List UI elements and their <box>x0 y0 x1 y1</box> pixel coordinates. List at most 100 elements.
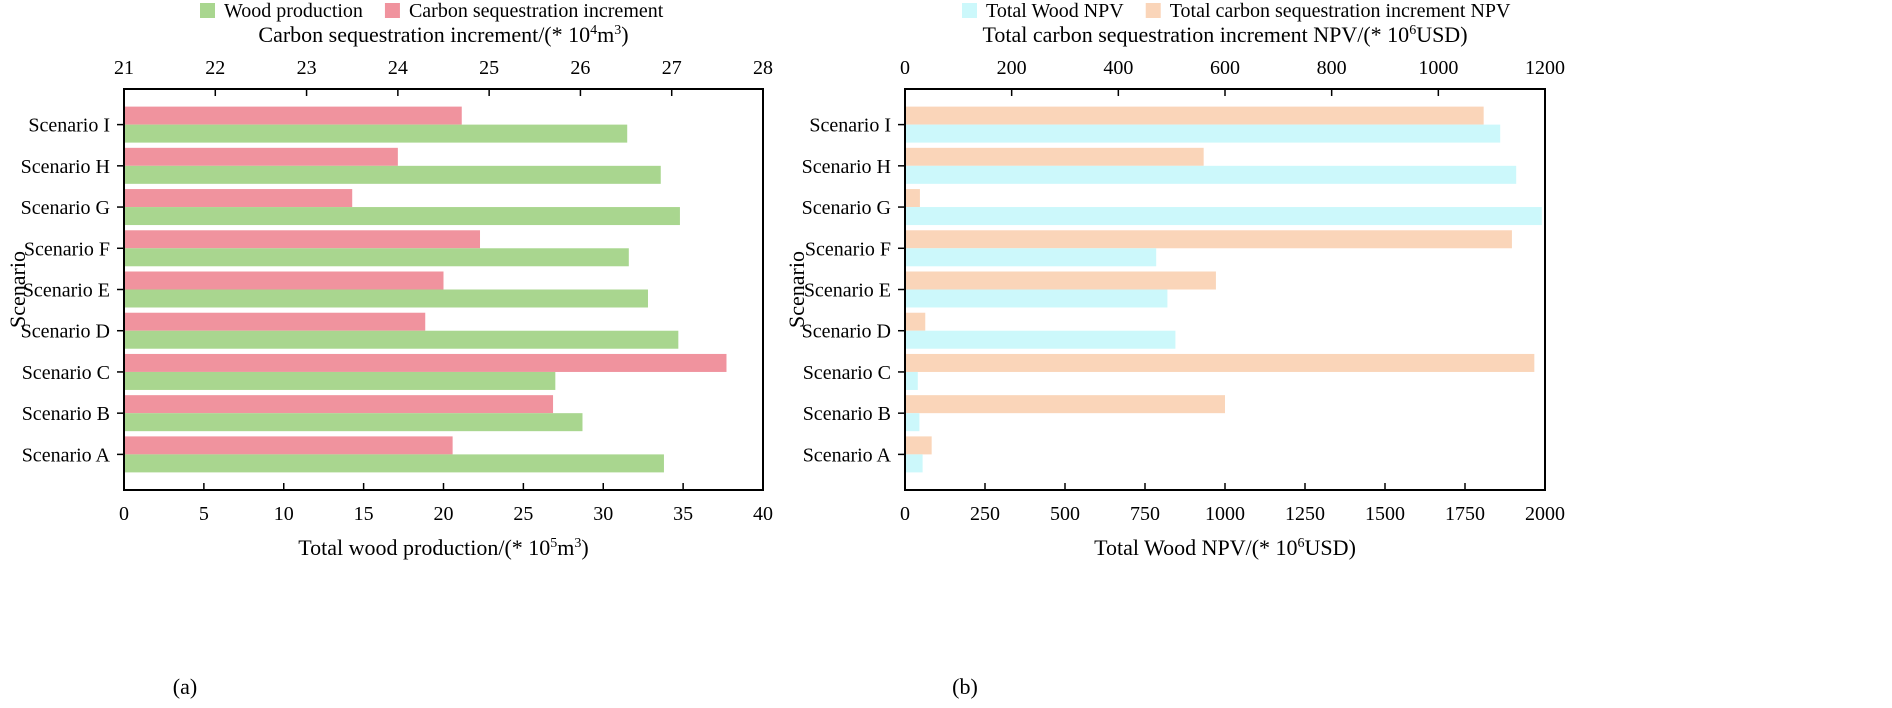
bottom-axis-title: Total wood production/(* 105m3) <box>298 535 589 560</box>
bar-carbon-sequestration-increment-scenario-g <box>125 189 353 208</box>
category-label: Scenario F <box>24 238 110 260</box>
bar-total-carbon-sequestration-increment-npv-scenario-i <box>906 106 1484 125</box>
legend: Total Wood NPV Total carbon sequestration… <box>962 0 1511 22</box>
bottom-axis-tick-label: 10 <box>274 503 294 525</box>
top-axis-tick-label: 800 <box>1317 57 1347 79</box>
bottom-axis-title-title-suffix: USD <box>1305 535 1349 560</box>
bar-total-carbon-sequestration-increment-npv-scenario-h <box>906 147 1204 166</box>
top-axis-tick-label: 24 <box>388 57 408 79</box>
bar-carbon-sequestration-increment-scenario-a <box>125 436 453 455</box>
bar-wood-production-scenario-i <box>125 124 628 143</box>
bar-wood-production-scenario-h <box>125 165 661 184</box>
legend-label: Total carbon sequestration increment NPV <box>1170 0 1511 22</box>
legend: Wood production Carbon sequestration incr… <box>200 0 664 22</box>
top-axis-title: Total carbon sequestration increment NPV… <box>982 22 1467 47</box>
category-label: Scenario F <box>805 238 891 260</box>
bar-carbon-sequestration-increment-scenario-h <box>125 147 398 166</box>
bottom-axis-tick-label: 30 <box>593 503 613 525</box>
bar-total-carbon-sequestration-increment-npv-scenario-d <box>906 312 926 331</box>
bar-wood-production-scenario-g <box>125 207 680 226</box>
bar-total-wood-npv-scenario-e <box>906 289 1168 308</box>
bar-carbon-sequestration-increment-scenario-i <box>125 106 462 125</box>
top-axis-title-title-sup: 6 <box>1409 23 1416 38</box>
panel-label: (b) <box>952 674 978 699</box>
bar-carbon-sequestration-increment-scenario-f <box>125 230 481 249</box>
category-label: Scenario E <box>23 280 110 302</box>
category-label: Scenario B <box>22 403 110 425</box>
top-axis-title-title-end: ) <box>621 22 628 47</box>
bottom-axis-tick-label: 1250 <box>1285 503 1325 525</box>
chart-panel-b: Scenario A Scenario B Scenario C Scenario D… <box>784 0 1565 699</box>
top-axis-tick-label: 200 <box>997 57 1027 79</box>
bottom-axis-tick-label: 1000 <box>1205 503 1245 525</box>
category-label: Scenario G <box>21 197 110 219</box>
category-label: Scenario A <box>803 444 892 466</box>
bar-total-carbon-sequestration-increment-npv-scenario-g <box>906 189 920 208</box>
bottom-axis-title-title-sup: 5 <box>550 536 557 551</box>
category-label: Scenario D <box>802 321 891 343</box>
top-axis-tick-label: 27 <box>662 57 682 79</box>
top-axis-title-title-suffix: m <box>597 22 614 47</box>
bar-total-carbon-sequestration-increment-npv-scenario-f <box>906 230 1512 249</box>
bar-total-wood-npv-scenario-g <box>906 207 1542 226</box>
bottom-axis-tick-label: 40 <box>753 503 773 525</box>
bottom-axis-title-title-end: ) <box>581 535 588 560</box>
bottom-axis-title-title-end: ) <box>1349 535 1356 560</box>
legend-label: Total Wood NPV <box>986 0 1124 22</box>
bar-total-carbon-sequestration-increment-npv-scenario-c <box>906 353 1535 372</box>
panel-label: (a) <box>173 674 197 699</box>
bottom-axis-tick-label: 2000 <box>1525 503 1565 525</box>
top-axis-tick-label: 600 <box>1210 57 1240 79</box>
top-axis-title-title-prefix: Carbon sequestration increment/(* 10 <box>258 22 590 47</box>
y-axis-title: Scenario <box>5 251 30 328</box>
bar-total-wood-npv-scenario-c <box>906 371 918 390</box>
bar-total-wood-npv-scenario-a <box>906 454 923 473</box>
bottom-axis-tick-label: 250 <box>970 503 1000 525</box>
top-axis-tick-label: 1200 <box>1525 57 1565 79</box>
bottom-axis-tick-label: 20 <box>434 503 454 525</box>
legend-swatch <box>200 3 215 18</box>
top-axis-title-title-sup2: 3 <box>614 23 621 38</box>
bottom-axis-title-title-sup2: 3 <box>574 536 581 551</box>
chart-panel-a: Scenario A Scenario B Scenario C Scenario D… <box>5 0 773 699</box>
top-axis-tick-label: 1000 <box>1418 57 1458 79</box>
bar-total-wood-npv-scenario-b <box>906 413 920 432</box>
bottom-axis-tick-label: 0 <box>900 503 910 525</box>
category-label: Scenario I <box>809 115 891 137</box>
category-label: Scenario C <box>803 362 891 384</box>
category-label: Scenario A <box>22 444 111 466</box>
bottom-axis-tick-label: 750 <box>1130 503 1160 525</box>
bottom-axis-tick-label: 1500 <box>1365 503 1405 525</box>
category-label: Scenario E <box>804 280 891 302</box>
bar-total-wood-npv-scenario-h <box>906 165 1517 184</box>
bar-wood-production-scenario-e <box>125 289 648 308</box>
bottom-axis-title: Total Wood NPV/(* 106USD) <box>1094 535 1356 560</box>
bar-wood-production-scenario-b <box>125 413 583 432</box>
top-axis-tick-label: 0 <box>900 57 910 79</box>
category-label: Scenario C <box>22 362 110 384</box>
top-axis-tick-label: 400 <box>1103 57 1133 79</box>
top-axis-tick-label: 22 <box>205 57 225 79</box>
bar-carbon-sequestration-increment-scenario-e <box>125 271 444 290</box>
category-label: Scenario B <box>803 403 891 425</box>
bar-wood-production-scenario-d <box>125 330 679 349</box>
category-label: Scenario H <box>21 156 110 178</box>
bar-total-carbon-sequestration-increment-npv-scenario-a <box>906 436 932 455</box>
bar-total-wood-npv-scenario-f <box>906 248 1157 267</box>
bottom-axis-title-title-sup: 6 <box>1298 536 1305 551</box>
category-label: Scenario I <box>28 115 110 137</box>
bar-carbon-sequestration-increment-scenario-b <box>125 395 554 414</box>
category-label: Scenario H <box>802 156 891 178</box>
bottom-axis-tick-label: 5 <box>199 503 209 525</box>
bar-total-carbon-sequestration-increment-npv-scenario-e <box>906 271 1216 290</box>
top-axis-title-title-end: ) <box>1460 22 1467 47</box>
legend-swatch <box>1145 3 1161 18</box>
top-axis-tick-label: 21 <box>114 57 134 79</box>
legend-swatch <box>384 3 400 18</box>
bottom-axis-title-title-prefix: Total Wood NPV/(* 10 <box>1094 535 1297 560</box>
bottom-axis-tick-label: 15 <box>354 503 374 525</box>
top-axis-tick-label: 23 <box>297 57 317 79</box>
bottom-axis-tick-label: 0 <box>119 503 129 525</box>
top-axis-title-title-suffix: USD <box>1416 22 1460 47</box>
